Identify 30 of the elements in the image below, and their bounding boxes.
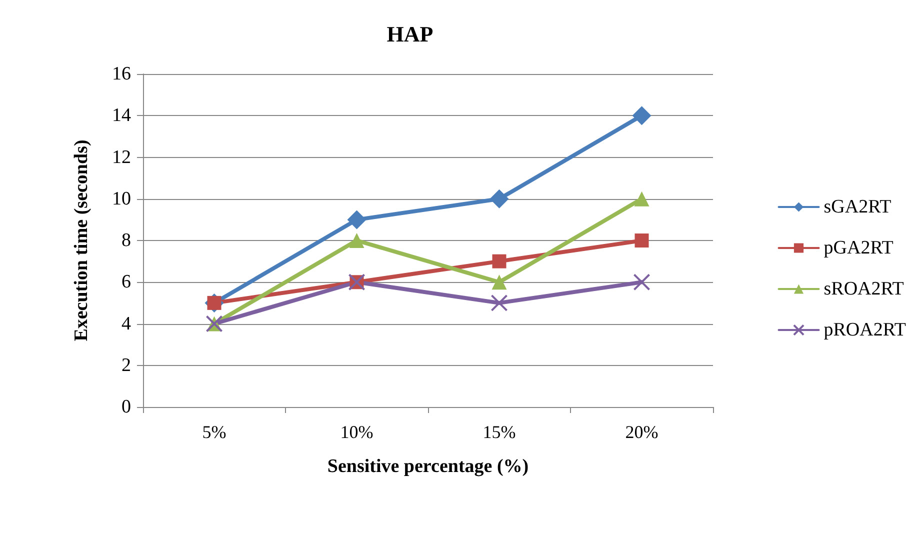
legend-label: pGA2RT [824,238,894,258]
y-tick-label: 2 [122,354,131,376]
y-tick-label: 14 [112,105,132,126]
point [492,274,507,290]
legend-label: sROA2RT [824,278,904,300]
y-axis-title: Execution time (seconds) [71,140,92,342]
y-tick-label: 6 [122,272,131,293]
x-tick-label: 15% [482,422,516,442]
point [633,274,650,291]
x-tick-label: 10% [340,422,374,442]
point [349,233,364,248]
y-tick-label: 0 [122,396,131,418]
point [492,254,506,268]
point [490,189,509,208]
y-tick-label: 4 [122,313,132,334]
y-tick-label: 8 [122,230,131,251]
legend-label: sGA2RT [824,196,892,218]
point [490,294,508,312]
point [347,210,366,230]
point [634,234,649,248]
x-tick-label: 20% [625,422,658,442]
chart-title: HAP [386,22,434,46]
legend-label: pROA2RT [824,320,906,340]
y-tick-label: 16 [112,64,131,84]
point [632,106,652,126]
y-tick-label: 12 [112,146,131,168]
y-tick-label: 10 [112,188,131,210]
point [634,191,650,206]
x-tick-label: 5% [202,422,226,442]
x-axis-title: Sensitive percentage (%) [327,456,529,477]
